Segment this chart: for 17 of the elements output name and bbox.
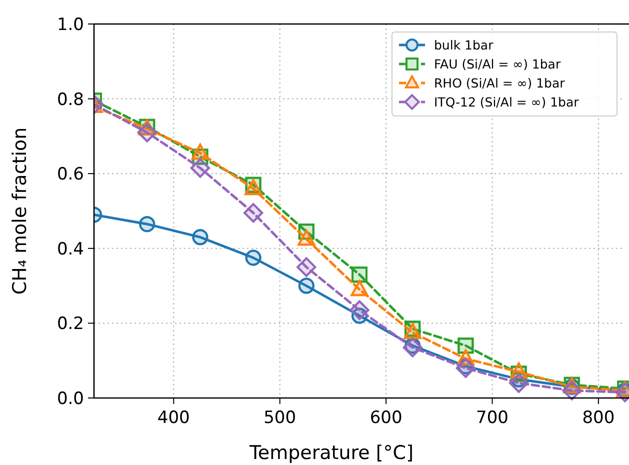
y-tick-label: 0.6 (56, 164, 84, 185)
x-tick-label: 800 (582, 408, 615, 428)
legend-label: RHO (Si/Al = ∞) 1bar (434, 75, 566, 90)
y-tick-label: 1.0 (56, 14, 84, 35)
y-tick-label: 0.4 (56, 239, 84, 260)
x-tick-label: 500 (264, 408, 296, 428)
legend-label: bulk 1bar (434, 37, 494, 52)
legend-label: ITQ-12 (Si/Al = ∞) 1bar (434, 94, 580, 110)
x-tick-label: 600 (370, 408, 402, 428)
x-tick-label: 400 (157, 408, 190, 428)
x-axis-title: Temperature [°C] (248, 442, 414, 464)
legend-label: FAU (Si/Al = ∞) 1bar (434, 56, 562, 72)
x-tick-label: 700 (476, 408, 508, 428)
y-tick-label: 0.8 (56, 90, 84, 110)
y-tick-label: 0.2 (56, 314, 84, 334)
y-tick-label: 0.0 (56, 388, 84, 409)
y-axis-title: CH₄ mole fraction (9, 127, 31, 295)
